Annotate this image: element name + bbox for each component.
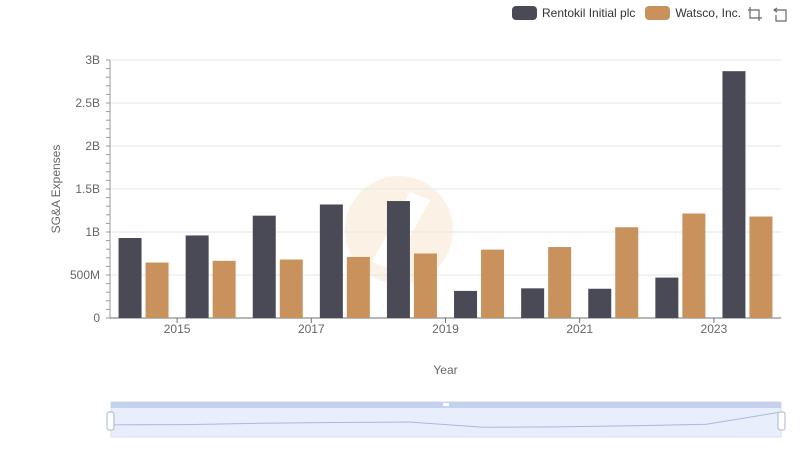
- x-tick-label: 2019: [432, 322, 459, 336]
- x-axis-title: Year: [433, 363, 457, 377]
- legend-label-watsco: Watsco, Inc.: [675, 6, 741, 20]
- bar-watsco-2017: [346, 256, 370, 318]
- legend-label-rentokil: Rentokil Initial plc: [542, 6, 636, 20]
- bar-rentokil-2019: [454, 290, 478, 318]
- bar-rentokil-2023: [722, 71, 746, 319]
- legend: Rentokil Initial plc Watsco, Inc.: [512, 4, 751, 22]
- y-tick-label: 0: [93, 311, 100, 325]
- y-tick-label: 2.5B: [75, 96, 100, 110]
- datazoom-selection: [111, 407, 781, 437]
- bar-watsco-2023: [749, 216, 773, 318]
- y-tick-label: 2B: [85, 139, 100, 153]
- bar-rentokil-2016: [252, 215, 276, 318]
- bar-watsco-2022: [682, 213, 706, 318]
- bar-watsco-2020: [548, 247, 572, 318]
- x-tick-label: 2021: [566, 322, 593, 336]
- bar-watsco-2019: [481, 249, 505, 318]
- legend-swatch-watsco: [645, 6, 671, 20]
- y-tick-label: 1.5B: [75, 182, 100, 196]
- bar-watsco-2018: [413, 253, 437, 318]
- x-tick-label: 2023: [701, 322, 728, 336]
- bar-watsco-2021: [615, 227, 639, 318]
- bar-rentokil-2017: [319, 204, 343, 318]
- bar-watsco-2015: [212, 260, 236, 318]
- x-tick-label: 2017: [298, 322, 325, 336]
- restore-icon[interactable]: [773, 6, 789, 22]
- legend-item-watsco[interactable]: Watsco, Inc.: [645, 6, 741, 20]
- toolbox: [747, 6, 789, 22]
- bar-rentokil-2018: [386, 201, 410, 318]
- bar-rentokil-2022: [655, 277, 679, 318]
- legend-item-rentokil[interactable]: Rentokil Initial plc: [512, 6, 635, 20]
- legend-swatch-rentokil: [512, 6, 537, 20]
- x-tick-label: 2015: [164, 322, 191, 336]
- bar-watsco-2014: [145, 262, 169, 318]
- datazoom-shadow-line: [110, 411, 782, 428]
- datazoom-handle-left: [106, 411, 115, 431]
- datazoom-handle-right: [777, 411, 786, 431]
- y-tick-label: 3B: [85, 53, 100, 67]
- zoom-icon[interactable]: [747, 6, 763, 22]
- y-tick-label: 500M: [70, 268, 100, 282]
- bar-rentokil-2020: [521, 288, 545, 318]
- y-tick-label: 1B: [85, 225, 100, 239]
- bar-rentokil-2015: [185, 235, 209, 318]
- datazoom-move-handle: [443, 403, 449, 406]
- y-axis-title: SG&A Expenses: [49, 145, 63, 234]
- bar-rentokil-2021: [588, 288, 612, 318]
- bar-rentokil-2014: [118, 238, 142, 318]
- bar-watsco-2016: [279, 259, 303, 318]
